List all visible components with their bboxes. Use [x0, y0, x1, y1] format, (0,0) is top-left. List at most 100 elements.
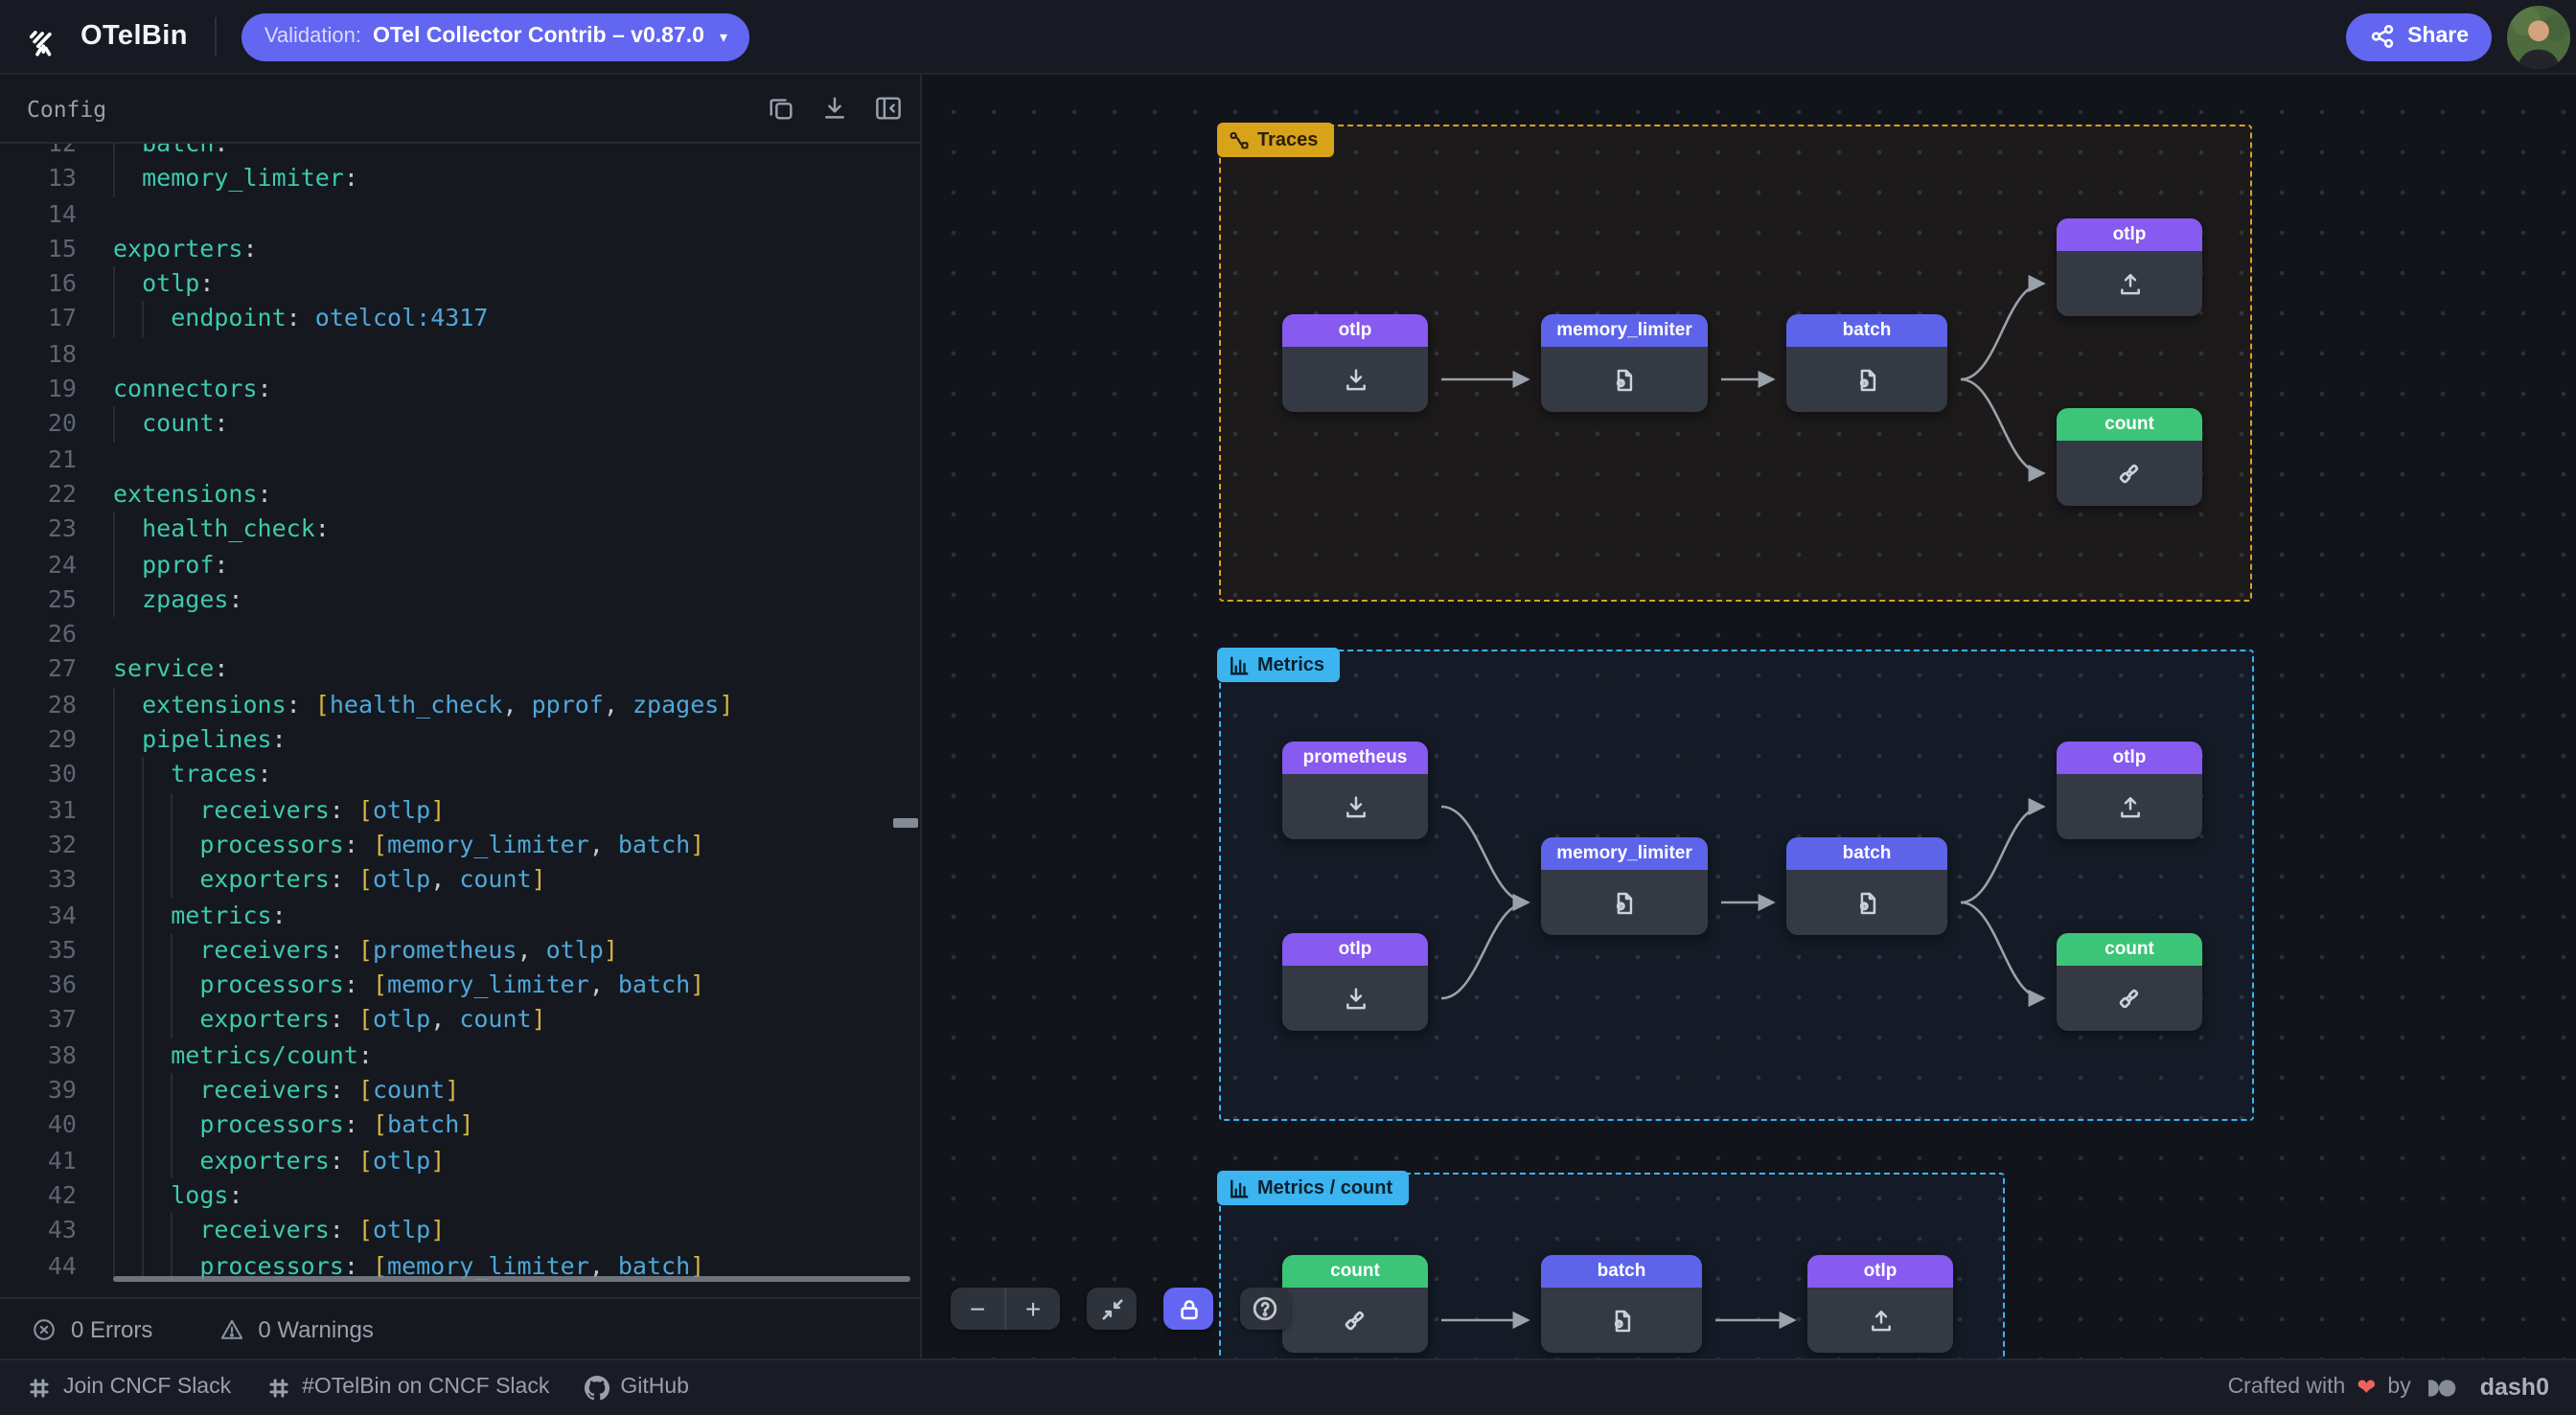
code-line[interactable]: 31 receivers: [otlp]: [0, 792, 920, 828]
code-line[interactable]: 12 batch:: [0, 144, 920, 162]
file-gear-icon: [1786, 347, 1947, 412]
node-exporter-otlp[interactable]: otlp: [2057, 218, 2202, 316]
group-tag-metrics: Metrics: [1217, 648, 1341, 682]
code-text: receivers: [prometheus, otlp]: [113, 932, 618, 969]
zoom-out-button[interactable]: −: [951, 1288, 1004, 1330]
code-line[interactable]: 26: [0, 617, 920, 652]
app-name: OTelBin: [80, 21, 188, 52]
download-tray-icon: [1282, 347, 1428, 412]
code-line[interactable]: 36 processors: [memory_limiter, batch]: [0, 968, 920, 1003]
app-logo[interactable]: OTelBin: [0, 15, 188, 57]
node-receiver-prometheus[interactable]: prometheus: [1282, 742, 1428, 839]
code-line[interactable]: 27 service:: [0, 652, 920, 688]
group-tag-traces: Traces: [1217, 123, 1334, 157]
code-line[interactable]: 32 processors: [memory_limiter, batch]: [0, 827, 920, 863]
code-line[interactable]: 40 processors: [batch]: [0, 1107, 920, 1144]
lock-button[interactable]: [1163, 1288, 1213, 1330]
fit-view-button[interactable]: [1087, 1288, 1137, 1330]
code-text: metrics/count:: [113, 1038, 373, 1074]
node-processor-batch[interactable]: batch: [1786, 837, 1947, 935]
code-text: exporters: [otlp]: [113, 1143, 445, 1178]
node-processor-batch[interactable]: batch: [1786, 314, 1947, 412]
pipeline-canvas[interactable]: Traces Metrics Metrics / count otlp memory_…: [920, 75, 2576, 1358]
code-line[interactable]: 19 connectors:: [0, 372, 920, 407]
code-text: zpages:: [113, 582, 243, 618]
line-number: 29: [47, 724, 77, 754]
code-text: receivers: [count]: [113, 1073, 459, 1108]
node-receiver-otlp[interactable]: otlp: [1282, 314, 1428, 412]
upload-tray-icon: [2057, 251, 2202, 316]
line-number: 18: [47, 338, 77, 368]
line-number: 25: [47, 583, 77, 613]
node-processor-memory_limiter[interactable]: memory_limiter: [1541, 837, 1708, 935]
code-line[interactable]: 41 exporters: [otlp]: [0, 1143, 920, 1178]
line-number: 32: [47, 829, 77, 858]
footer-link-github[interactable]: GitHub: [584, 1375, 689, 1401]
line-number: 15: [47, 233, 77, 262]
topbar-divider: [214, 17, 217, 56]
line-number: 19: [47, 374, 77, 403]
footer-link-join-cncf-slack[interactable]: Join CNCF Slack: [27, 1376, 231, 1401]
bar-chart-icon: [1229, 1177, 1250, 1198]
fit-view-icon: [1099, 1296, 1124, 1321]
node-exporter-otlp[interactable]: otlp: [1807, 1255, 1953, 1353]
download-config-button[interactable]: [813, 87, 855, 129]
code-line[interactable]: 13 memory_limiter:: [0, 161, 920, 197]
code-line[interactable]: 29 pipelines:: [0, 722, 920, 758]
collapse-panel-button[interactable]: [866, 87, 908, 129]
code-line[interactable]: 39 receivers: [count]: [0, 1073, 920, 1108]
line-number: 35: [47, 934, 77, 964]
code-line[interactable]: 42 logs:: [0, 1177, 920, 1214]
node-receiver-otlp[interactable]: otlp: [1282, 933, 1428, 1031]
node-processor-batch[interactable]: batch: [1541, 1255, 1702, 1353]
code-line[interactable]: 22 extensions:: [0, 477, 920, 513]
code-line[interactable]: 37 exporters: [otlp, count]: [0, 1002, 920, 1038]
code-line[interactable]: 20 count:: [0, 406, 920, 443]
code-line[interactable]: 44 processors: [memory_limiter, batch]: [0, 1248, 920, 1282]
zoom-in-button[interactable]: +: [1006, 1288, 1060, 1330]
copy-config-button[interactable]: [759, 87, 801, 129]
horizontal-scrollbar[interactable]: [113, 1276, 910, 1282]
validation-dropdown[interactable]: Validation: OTel Collector Contrib – v0.…: [241, 12, 750, 60]
slack-icon: [265, 1376, 290, 1401]
code-text: memory_limiter:: [113, 161, 358, 197]
code-line[interactable]: 18: [0, 337, 920, 373]
code-line[interactable]: 25 zpages:: [0, 582, 920, 618]
vertical-scrollbar-thumb[interactable]: [893, 818, 918, 828]
dash0-brand[interactable]: dash0: [2423, 1375, 2549, 1402]
code-line[interactable]: 14: [0, 196, 920, 232]
help-button[interactable]: [1240, 1288, 1290, 1330]
code-line[interactable]: 15 exporters:: [0, 232, 920, 267]
code-line[interactable]: 34 metrics:: [0, 898, 920, 933]
node-processor-memory_limiter[interactable]: memory_limiter: [1541, 314, 1708, 412]
code-line[interactable]: 24 pprof:: [0, 547, 920, 582]
node-connector-count[interactable]: count: [2057, 933, 2202, 1031]
code-line[interactable]: 21: [0, 442, 920, 477]
code-line[interactable]: 17 endpoint: otelcol:4317: [0, 301, 920, 337]
code-line[interactable]: 43 receivers: [otlp]: [0, 1213, 920, 1248]
code-line[interactable]: 30 traces:: [0, 757, 920, 793]
code-editor[interactable]: 12 batch:13 memory_limiter:1415exporters…: [0, 144, 920, 1282]
user-avatar[interactable]: [2507, 5, 2570, 68]
node-connector-count[interactable]: count: [1282, 1255, 1428, 1353]
code-line[interactable]: 35 receivers: [prometheus, otlp]: [0, 932, 920, 969]
code-text: exporters: [otlp, count]: [113, 862, 546, 899]
footer-link--otelbin-on-cncf-slack[interactable]: #OTelBin on CNCF Slack: [265, 1376, 549, 1401]
code-line[interactable]: 23 health_check:: [0, 512, 920, 548]
line-number: 44: [47, 1250, 77, 1279]
footer-link-label: #OTelBin on CNCF Slack: [302, 1376, 550, 1400]
code-line[interactable]: 28 extensions: [health_check, pprof, zpa…: [0, 687, 920, 723]
github-icon: [584, 1375, 610, 1401]
code-line[interactable]: 38 metrics/count:: [0, 1038, 920, 1074]
node-connector-count[interactable]: count: [2057, 408, 2202, 506]
code-line[interactable]: 33 exporters: [otlp, count]: [0, 862, 920, 899]
code-text: processors: [memory_limiter, batch]: [113, 1248, 704, 1282]
line-number: 13: [47, 163, 77, 193]
line-number: 33: [47, 864, 77, 894]
collapse-panel-icon: [873, 94, 902, 123]
code-text: endpoint: otelcol:4317: [113, 301, 488, 337]
share-button[interactable]: Share: [2346, 12, 2492, 60]
code-line[interactable]: 16 otlp:: [0, 266, 920, 302]
node-exporter-otlp[interactable]: otlp: [2057, 742, 2202, 839]
